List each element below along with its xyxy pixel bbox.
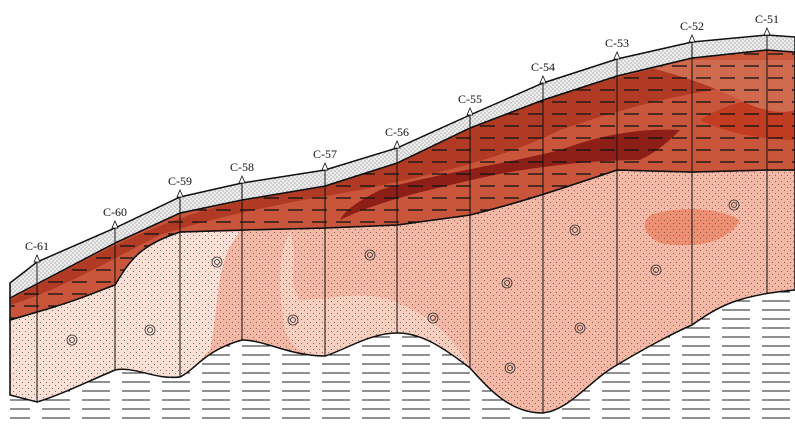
borehole-label: C-60: [103, 205, 127, 219]
borehole-label: C-59: [168, 174, 192, 188]
borehole-marker: [540, 76, 546, 83]
borehole-label: C-54: [531, 60, 555, 74]
borehole-marker: [614, 52, 620, 59]
borehole-marker: [239, 176, 245, 183]
borehole-marker: [689, 35, 695, 42]
borehole-marker: [467, 108, 473, 115]
borehole-label: C-56: [385, 125, 409, 139]
borehole-label: C-55: [458, 92, 482, 106]
borehole-marker: [34, 255, 40, 262]
borehole-label: C-52: [680, 19, 704, 33]
borehole-label: C-53: [605, 36, 629, 50]
cross-section: C-61 C-60 C-59 C-58 C-57 C-56 C-55 C-54 C-53 C-52…: [0, 0, 795, 421]
borehole-marker: [112, 221, 118, 228]
page: {"boreholes": [ {"label": "C-61"}, {"lab…: [0, 0, 795, 421]
borehole-marker: [394, 141, 400, 148]
borehole-label: C-58: [230, 160, 254, 174]
borehole-marker: [322, 163, 328, 170]
borehole-marker: [764, 28, 770, 35]
borehole-label: C-57: [313, 147, 337, 161]
borehole-label: C-61: [25, 239, 49, 253]
borehole-marker: [177, 190, 183, 197]
borehole-label: C-51: [755, 12, 779, 26]
